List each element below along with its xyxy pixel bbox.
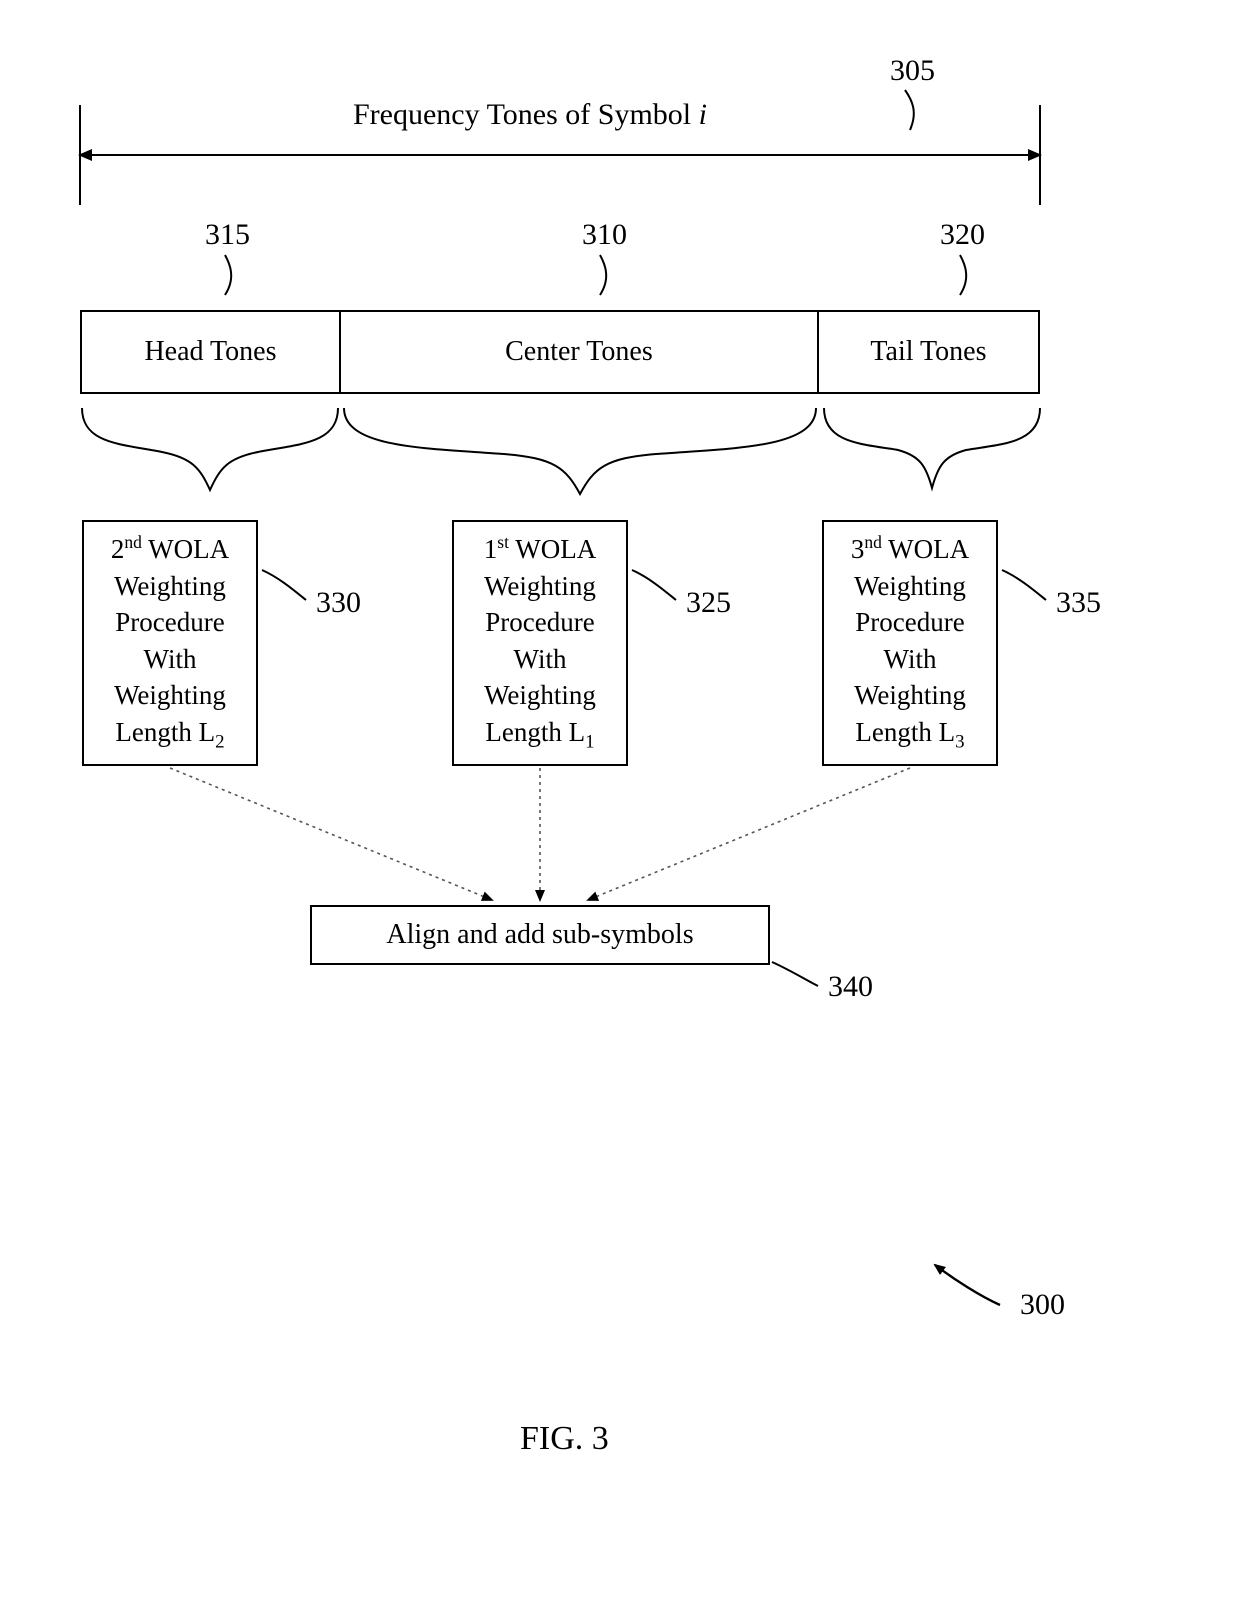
wola1-heading: 1st WOLA <box>484 531 596 567</box>
ref-315: 315 <box>205 218 250 252</box>
arrow-right-to-align <box>588 768 910 900</box>
leader-305 <box>905 90 914 130</box>
wola1-l1: Weighting <box>484 568 596 604</box>
wola1-l4: Weighting <box>484 677 596 713</box>
ref-300: 300 <box>1020 1288 1065 1322</box>
figure-stage: Frequency Tones of Symbol i 305 315 310 … <box>0 0 1240 1610</box>
ref-325: 325 <box>686 586 731 620</box>
brace-tail <box>824 408 1040 488</box>
wola2-l1: Weighting <box>114 568 226 604</box>
ref-340: 340 <box>828 970 873 1004</box>
ref-330: 330 <box>316 586 361 620</box>
figure-caption: FIG. 3 <box>520 1420 609 1458</box>
tail-tones-cell: Tail Tones <box>819 312 1038 392</box>
leader-325 <box>632 570 676 600</box>
wola3-l3: With <box>884 641 937 677</box>
leader-340 <box>772 962 818 986</box>
wola3-l1: Weighting <box>854 568 966 604</box>
leader-300 <box>935 1265 1000 1305</box>
brace-head <box>82 408 338 490</box>
wola2-l4: Weighting <box>114 677 226 713</box>
tones-row: Head Tones Center Tones Tail Tones <box>80 310 1040 394</box>
align-add-box: Align and add sub-symbols <box>310 905 770 965</box>
wola-box-2: 2nd WOLA Weighting Procedure With Weight… <box>82 520 258 766</box>
center-tones-cell: Center Tones <box>341 312 819 392</box>
wola2-l3: With <box>144 641 197 677</box>
brace-center <box>344 408 816 494</box>
wola3-last: Length L3 <box>855 714 964 755</box>
wola3-heading: 3nd WOLA <box>851 531 969 567</box>
wola2-l2: Procedure <box>115 604 224 640</box>
wola-box-1: 1st WOLA Weighting Procedure With Weight… <box>452 520 628 766</box>
wola1-last: Length L1 <box>485 714 594 755</box>
ref-335: 335 <box>1056 586 1101 620</box>
wola1-l2: Procedure <box>485 604 594 640</box>
head-tones-cell: Head Tones <box>82 312 341 392</box>
leader-310 <box>600 255 606 295</box>
ref-310: 310 <box>582 218 627 252</box>
leader-320 <box>960 255 966 295</box>
wola2-heading: 2nd WOLA <box>111 531 229 567</box>
leader-315 <box>225 255 231 295</box>
wola-box-3: 3nd WOLA Weighting Procedure With Weight… <box>822 520 998 766</box>
wola3-l2: Procedure <box>855 604 964 640</box>
leader-330 <box>262 570 306 600</box>
ref-305: 305 <box>890 54 935 88</box>
leader-335 <box>1002 570 1046 600</box>
wola3-l4: Weighting <box>854 677 966 713</box>
wola1-l3: With <box>514 641 567 677</box>
arrow-left-to-align <box>170 768 492 900</box>
wola2-last: Length L2 <box>115 714 224 755</box>
ref-320: 320 <box>940 218 985 252</box>
span-title: Frequency Tones of Symbol i <box>250 98 810 132</box>
